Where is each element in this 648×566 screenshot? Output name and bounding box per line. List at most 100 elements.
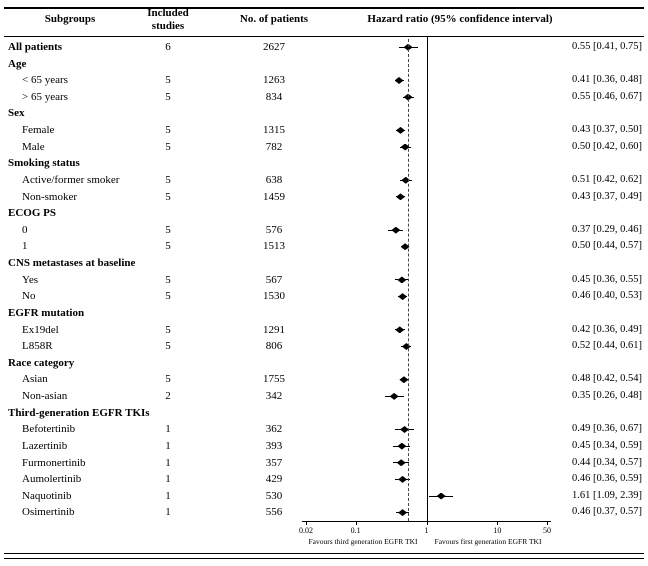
pooled-estimate-dashed-line (408, 39, 410, 521)
hazard-ratio-text: 0.46 [0.36, 0.59] (572, 473, 642, 485)
bottom-rule-outer (4, 553, 644, 554)
table-row-ex19del: Ex19del 5 1291 0.42 [0.36, 0.49] (0, 322, 648, 339)
point-estimate-marker (396, 193, 405, 201)
x-axis-tick-label: 50 (543, 526, 551, 535)
no-of-patients-value: 556 (265, 506, 283, 519)
hazard-ratio-text: 0.46 [0.37, 0.57] (572, 506, 642, 518)
hazard-ratio-text: 0.35 [0.26, 0.48] (572, 390, 642, 402)
subgroup-label: Race category (8, 356, 75, 369)
point-estimate-marker (436, 492, 446, 500)
axis-label-favours-third-gen: Favours third generation EGFR TKI (308, 537, 418, 546)
included-studies-value: 5 (165, 340, 171, 353)
included-studies-value: 5 (165, 323, 171, 336)
no-of-patients-value: 2627 (263, 41, 285, 53)
table-row-0: 0 5 576 0.37 [0.29, 0.46] (0, 222, 648, 239)
bottom-rule-inner (4, 558, 644, 559)
table-row-male: Male 5 782 0.50 [0.42, 0.60] (0, 139, 648, 156)
no-of-patients-value: 1263 (263, 74, 285, 87)
axis-label-favours-first-gen: Favours first generation EGFR TKI (434, 537, 542, 546)
hazard-ratio-text: 0.44 [0.34, 0.57] (572, 456, 642, 468)
top-rule (4, 7, 644, 9)
col-header-hazard-ratio: Hazard ratio (95% confidence interval) (367, 13, 553, 25)
subgroup-label: ECOG PS (8, 207, 56, 220)
subgroup-label: 0 (22, 223, 28, 236)
included-studies-value: 1 (165, 489, 171, 502)
table-row-asian: Asian 5 1755 0.48 [0.42, 0.54] (0, 371, 648, 388)
subgroup-label: Female (22, 124, 55, 137)
included-studies-value: 2 (165, 390, 171, 403)
table-row-65-years: < 65 years 5 1263 0.41 [0.36, 0.48] (0, 72, 648, 89)
col-header-subgroups: Subgroups (44, 13, 96, 25)
hazard-ratio-text: 0.43 [0.37, 0.49] (572, 190, 642, 202)
x-axis-tick (355, 521, 357, 525)
subgroup-label: Aumolertinib (22, 473, 82, 486)
table-row-l858r: L858R 5 806 0.52 [0.44, 0.61] (0, 338, 648, 355)
point-estimate-marker (389, 392, 399, 400)
subgroup-label: Non-smoker (22, 190, 77, 203)
subgroup-label: Furmonertinib (22, 456, 86, 469)
table-row-naquotinib: Naquotinib 1 530 1.61 [1.09, 2.39] (0, 488, 648, 505)
included-studies-value: 5 (165, 74, 171, 87)
table-row-egfr-mutation: EGFR mutation (0, 305, 648, 322)
table-row-race-category: Race category (0, 355, 648, 372)
point-estimate-marker (396, 459, 406, 467)
subgroup-label: Lazertinib (22, 439, 68, 452)
subgroup-label: Sex (8, 107, 25, 120)
no-of-patients-value: 638 (265, 173, 283, 186)
point-estimate-marker (397, 276, 407, 284)
subgroup-label: Befotertinib (22, 423, 76, 436)
included-studies-value: 5 (165, 90, 171, 103)
subgroup-label: > 65 years (22, 90, 68, 103)
no-of-patients-value: 342 (265, 390, 283, 403)
hazard-ratio-text: 0.51 [0.42, 0.62] (572, 173, 642, 185)
included-studies-value: 5 (165, 223, 171, 236)
no-of-patients-value: 1513 (263, 240, 285, 253)
subgroup-label: Ex19del (22, 323, 59, 336)
included-studies-value: 5 (165, 140, 171, 153)
no-of-patients-value: 1291 (263, 323, 285, 336)
table-row-no: No 5 1530 0.46 [0.40, 0.53] (0, 288, 648, 305)
hazard-ratio-text: 0.49 [0.36, 0.67] (572, 423, 642, 435)
table-row-smoking-status: Smoking status (0, 155, 648, 172)
subgroup-label: Male (22, 140, 45, 153)
no-of-patients-value: 357 (265, 456, 283, 469)
hazard-ratio-text: 0.50 [0.44, 0.57] (572, 240, 642, 252)
hazard-ratio-text: 0.45 [0.36, 0.55] (572, 273, 642, 285)
included-studies-value: 1 (165, 423, 171, 436)
no-of-patients-value: 1459 (263, 190, 285, 203)
subgroup-label: CNS metastases at baseline (8, 257, 136, 270)
x-axis-tick-label: 1 (424, 526, 429, 535)
point-estimate-marker (398, 509, 408, 517)
subgroup-label: Osimertinib (22, 506, 75, 519)
included-studies-value: 1 (165, 439, 171, 452)
table-row-all-patients: All patients 6 2627 0.55 [0.41, 0.75] (0, 39, 648, 56)
hazard-ratio-text: 0.48 [0.42, 0.54] (572, 373, 642, 385)
included-studies-value: 5 (165, 124, 171, 137)
table-row-cns-metastases-at-baseline: CNS metastases at baseline (0, 255, 648, 272)
no-of-patients-value: 1530 (263, 290, 285, 303)
x-axis-tick (497, 521, 499, 525)
hazard-ratio-text: 1.61 [1.09, 2.39] (572, 489, 642, 501)
included-studies-value: 6 (165, 41, 171, 53)
point-estimate-marker (401, 176, 411, 184)
point-estimate-marker (394, 77, 404, 85)
point-estimate-marker (399, 376, 409, 384)
hazard-ratio-text: 0.42 [0.36, 0.49] (572, 323, 642, 335)
point-estimate-marker (400, 243, 410, 251)
subgroup-label: Naquotinib (22, 489, 72, 502)
table-row-aumolertinib: Aumolertinib 1 429 0.46 [0.36, 0.59] (0, 471, 648, 488)
table-row-befotertinib: Befotertinib 1 362 0.49 [0.36, 0.67] (0, 421, 648, 438)
subgroup-label: Active/former smoker (22, 173, 120, 186)
included-studies-value: 5 (165, 173, 171, 186)
x-axis-tick-label: 10 (493, 526, 502, 535)
point-estimate-marker (396, 126, 405, 134)
reference-line-hr-1 (426, 37, 428, 521)
subgroup-label: EGFR mutation (8, 306, 85, 319)
subgroup-label: Asian (22, 373, 48, 386)
x-axis-tick-label: 0.1 (350, 526, 361, 535)
no-of-patients-value: 806 (265, 340, 283, 353)
x-axis-tick-label: 0.02 (299, 526, 313, 535)
hazard-ratio-text: 0.43 [0.37, 0.50] (572, 124, 642, 136)
included-studies-value: 5 (165, 273, 171, 286)
subgroup-label: < 65 years (22, 74, 68, 87)
